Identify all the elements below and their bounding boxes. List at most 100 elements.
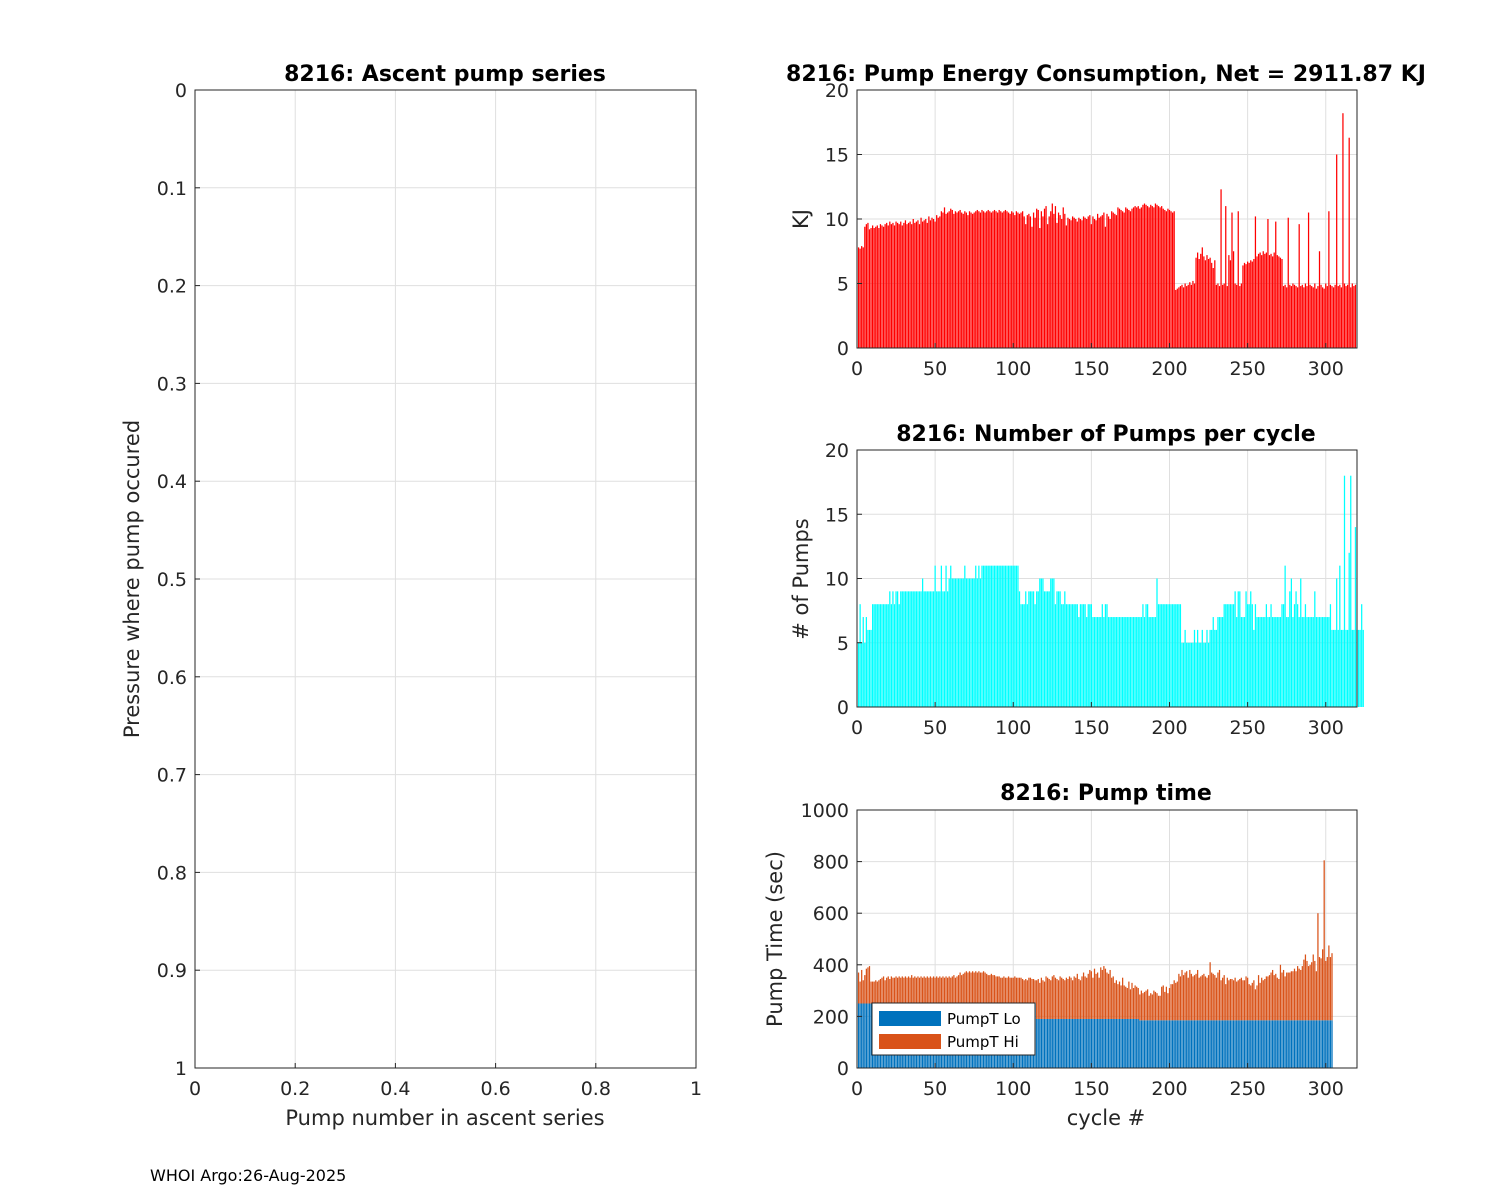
bar-lo — [1254, 1020, 1257, 1068]
bar — [1140, 617, 1142, 707]
bar-lo — [1050, 1018, 1052, 1068]
bar — [1072, 216, 1074, 348]
bar-lo — [1287, 1020, 1289, 1068]
bar-lo — [1062, 1018, 1064, 1068]
bar-hi — [882, 976, 885, 1004]
bar — [1231, 212, 1233, 348]
bar-hi — [1097, 972, 1099, 1019]
bar-hi — [1276, 977, 1278, 1021]
bar — [878, 228, 880, 348]
bar-lo — [1192, 1020, 1194, 1068]
bar — [973, 578, 975, 707]
bar — [1284, 565, 1286, 707]
bar-hi — [1275, 973, 1277, 1021]
bar — [1129, 211, 1132, 348]
bar — [1179, 286, 1182, 348]
bar — [1073, 604, 1075, 707]
bar — [1286, 287, 1288, 348]
bar — [1065, 225, 1067, 348]
bar-lo — [1117, 1018, 1119, 1068]
bar — [1025, 591, 1027, 707]
bar-hi — [900, 977, 902, 1004]
y-tick-label: 10 — [825, 209, 849, 231]
bar — [934, 565, 936, 707]
bar-lo — [1257, 1020, 1260, 1068]
bar — [920, 591, 922, 707]
bar-lo — [1211, 1020, 1213, 1068]
bar — [884, 224, 886, 348]
bar — [859, 604, 861, 707]
bar — [1242, 617, 1244, 707]
y-tick-label: 1 — [175, 1058, 187, 1080]
bar — [1153, 207, 1155, 348]
bar — [1332, 629, 1335, 707]
bar — [898, 604, 900, 707]
bar-hi — [984, 972, 986, 1004]
bar — [1254, 216, 1257, 348]
bar — [967, 215, 969, 348]
bar — [929, 220, 932, 348]
bar-hi — [982, 971, 985, 1004]
bar — [1104, 604, 1107, 707]
bar-hi — [1307, 966, 1310, 1021]
x-tick-label: 300 — [1308, 717, 1344, 739]
bar-hi — [876, 981, 878, 1004]
bar — [1137, 617, 1139, 707]
bar-lo — [1264, 1020, 1266, 1068]
bar — [1275, 617, 1277, 707]
bar — [936, 591, 938, 707]
bar — [1020, 604, 1022, 707]
bar-hi — [1259, 982, 1261, 1021]
bar-lo — [868, 1003, 871, 1068]
bar — [1307, 212, 1310, 348]
bar — [1178, 604, 1180, 707]
bar-lo — [1115, 1018, 1117, 1068]
bar-hi — [1326, 957, 1328, 1021]
bar — [1262, 617, 1264, 707]
bar-hi — [893, 977, 896, 1004]
bar — [967, 578, 969, 707]
bar — [889, 591, 891, 707]
bar — [1039, 228, 1041, 348]
bar-hi — [1017, 977, 1019, 1004]
bar — [937, 591, 939, 707]
x-tick-label: 1 — [690, 1078, 702, 1100]
bar — [1337, 629, 1339, 707]
bar — [922, 578, 924, 707]
bar — [1232, 604, 1235, 707]
bar-hi — [1039, 982, 1041, 1019]
bar — [1026, 215, 1028, 348]
bar — [1136, 617, 1138, 707]
bar-lo — [1145, 1020, 1147, 1068]
bar — [1197, 629, 1199, 707]
bar-hi — [890, 976, 892, 1004]
bar-lo — [1239, 1020, 1241, 1068]
bar — [1131, 208, 1133, 348]
bar — [1348, 552, 1350, 707]
bar-hi — [906, 977, 908, 1004]
bar-hi — [1004, 977, 1007, 1004]
bar — [1254, 604, 1257, 707]
bar — [1000, 565, 1002, 707]
bar — [1123, 617, 1125, 707]
bar — [962, 213, 964, 348]
bar-hi — [967, 972, 969, 1004]
bar — [1047, 591, 1049, 707]
bar-lo — [857, 1003, 860, 1068]
bar — [1292, 617, 1294, 707]
bar — [975, 565, 977, 707]
bar-lo — [859, 1003, 861, 1068]
bar — [1282, 604, 1285, 707]
y-tick-label: 0.6 — [157, 667, 187, 689]
bar — [1331, 286, 1333, 348]
y-tick-label: 0.2 — [157, 276, 187, 298]
bar-lo — [1128, 1018, 1130, 1068]
bar — [1301, 617, 1303, 707]
bar — [987, 565, 989, 707]
bar-lo — [1226, 1020, 1228, 1068]
bar — [943, 207, 946, 348]
bar — [1165, 604, 1167, 707]
bar — [1007, 212, 1010, 348]
x-tick-label: 300 — [1308, 358, 1344, 380]
bar — [961, 578, 963, 707]
